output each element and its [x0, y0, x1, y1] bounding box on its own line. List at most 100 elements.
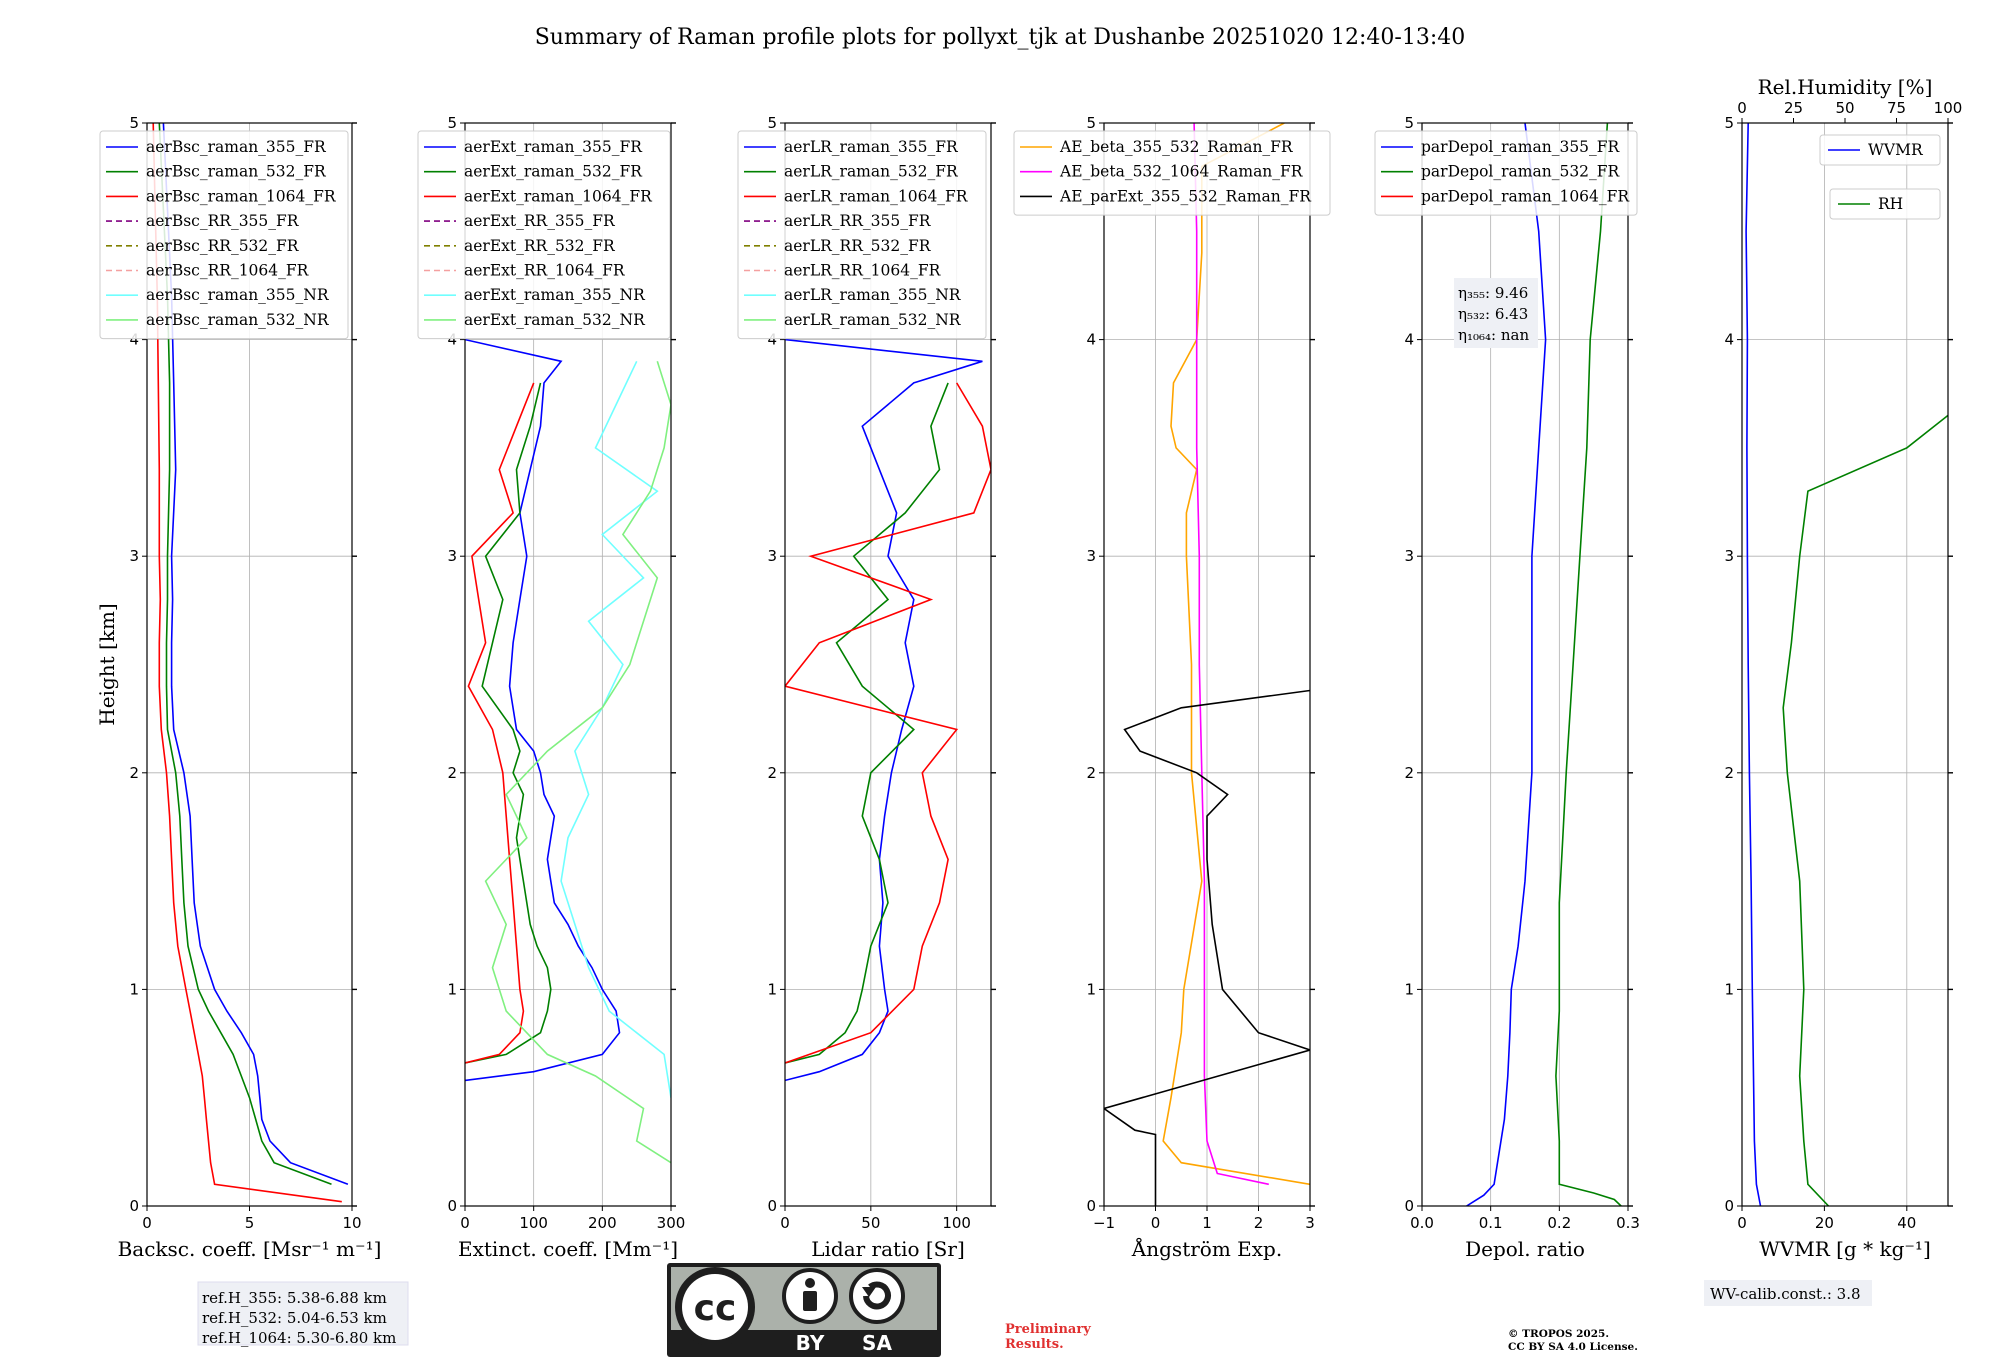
y-tick-label: 0 — [1724, 1197, 1734, 1215]
x-tick-label: 100 — [519, 1214, 548, 1232]
y-tick-label: 0 — [129, 1197, 139, 1215]
legend-label: aerBsc_raman_532_FR — [146, 163, 327, 181]
legend-box — [737, 130, 987, 340]
y-tick-label: 3 — [767, 547, 777, 565]
y-tick-label: 3 — [129, 547, 139, 565]
y-tick-label: 1 — [1404, 980, 1414, 998]
legend-label: aerExt_raman_355_NR — [464, 286, 646, 304]
y-tick-label: 3 — [1404, 547, 1414, 565]
series-line-parDepol_raman_532_FR — [1555, 123, 1622, 1206]
copyright-line-1: © TROPOS 2025. — [1508, 1328, 1609, 1340]
axes-frame — [464, 122, 672, 1207]
y-tick-label: 2 — [767, 764, 777, 782]
x-axis-label: WVMR [g * kg⁻¹] — [1759, 1237, 1931, 1261]
y-axis-label: Height [km] — [95, 603, 119, 725]
x-tick-label: 10 — [342, 1214, 361, 1232]
y-tick-label: 0 — [447, 1197, 457, 1215]
refh-1064: ref.H_1064: 5.30-6.80 km — [202, 1329, 396, 1347]
series-line-aerBsc_raman_1064_FR — [152, 123, 342, 1203]
series-line-aerExt_raman_532_NR — [484, 361, 671, 1164]
x-tick-label: 20 — [1815, 1214, 1834, 1232]
x-axis-label: Depol. ratio — [1465, 1237, 1585, 1261]
legend-box — [99, 130, 349, 340]
legend-label: aerBsc_raman_1064_FR — [146, 187, 337, 205]
axes-frame — [784, 122, 992, 1207]
x-tick-label: 0 — [780, 1214, 790, 1232]
y-tick-label: 2 — [447, 764, 457, 782]
panel-depol: 0.0 0.1 0.2 0.3 0 1 2 3 4 5 Depol. ratio parDepol_r… — [1374, 114, 1640, 1261]
legend-label: aerLR_raman_355_FR — [784, 138, 959, 156]
top-x-tick-label: 0 — [1737, 99, 1747, 117]
top-x-tick-label: 50 — [1835, 99, 1854, 117]
series-line-aerBsc_raman_532_FR — [158, 123, 332, 1186]
y-tick-label: 0 — [1404, 1197, 1414, 1215]
series-line-aerExt_raman_532_FR — [465, 382, 552, 1064]
legend-label: AE_parExt_355_532_Raman_FR — [1059, 187, 1312, 205]
legend-label: aerLR_raman_1064_FR — [784, 187, 969, 205]
y-tick-label: 0 — [767, 1197, 777, 1215]
y-tick-label: 1 — [129, 980, 139, 998]
preliminary-note: Preliminary Results. — [1005, 1322, 1091, 1352]
legend-box — [1374, 130, 1638, 216]
copyright-line-2: CC BY SA 4.0 License. — [1508, 1341, 1638, 1353]
legend-label: parDepol_raman_355_FR — [1421, 138, 1621, 156]
y-tick-label: 1 — [1086, 980, 1096, 998]
y-tick-label: 4 — [447, 331, 457, 349]
preliminary-line-2: Results. — [1005, 1337, 1064, 1352]
panel-lr: 0 50 100 0 1 2 3 4 5 Lidar ratio [Sr] aerLR_raman_… — [737, 114, 996, 1261]
preliminary-line-1: Preliminary — [1005, 1322, 1091, 1337]
y-tick-label: 1 — [1724, 980, 1734, 998]
x-tick-label: 300 — [657, 1214, 686, 1232]
cc-by-label: BY — [796, 1331, 825, 1355]
legend-label: aerBsc_RR_1064_FR — [146, 262, 310, 280]
x-tick-label: 2 — [1254, 1214, 1264, 1232]
legend-box — [417, 130, 671, 340]
y-tick-label: 3 — [447, 547, 457, 565]
refh-355: ref.H_355: 5.38-6.88 km — [202, 1289, 387, 1307]
legend-label: RH — [1878, 195, 1903, 213]
x-tick-label: 50 — [861, 1214, 880, 1232]
wv-calib-note: WV-calib.const.: 3.8 — [1704, 1280, 1872, 1306]
x-axis-label: Extinct. coeff. [Mm⁻¹] — [458, 1237, 678, 1261]
y-tick-label: 5 — [1086, 114, 1096, 132]
y-tick-label: 4 — [1086, 331, 1096, 349]
sa-share-icon — [849, 1268, 905, 1324]
x-tick-label: 0 — [142, 1214, 152, 1232]
x-tick-label: 0.1 — [1479, 1214, 1503, 1232]
panel-bsc: 0 5 10 0 1 2 3 4 5 Backsc. coeff. [Msr⁻¹ m⁻¹] Heig… — [95, 114, 381, 1261]
legend-box — [1819, 134, 1941, 166]
y-tick-label: 4 — [1724, 331, 1734, 349]
legend-label: AE_beta_355_532_Raman_FR — [1059, 138, 1294, 156]
series-line-aerExt_raman_1064_FR — [465, 382, 535, 1064]
legend-label: aerBsc_RR_355_FR — [146, 212, 300, 230]
eta-annotation-line: η₅₃₂: 6.43 — [1458, 305, 1528, 323]
eta-annotation-line: η₁₀₆₄: nan — [1458, 326, 1529, 344]
x-tick-label: 0.0 — [1410, 1214, 1434, 1232]
top-x-tick-label: 100 — [1934, 99, 1963, 117]
series-line-parDepol_raman_355_FR — [1466, 123, 1547, 1206]
legend-label: aerLR_RR_1064_FR — [784, 262, 942, 280]
top-x-tick-label: 25 — [1784, 99, 1803, 117]
series-line-AE_beta_532_1064_Raman_FR — [1193, 123, 1269, 1186]
legend-label: aerBsc_raman_532_NR — [146, 311, 330, 329]
x-tick-label: 0.3 — [1616, 1214, 1640, 1232]
legend-label: aerExt_RR_1064_FR — [464, 262, 626, 280]
legend-label: aerLR_raman_532_FR — [784, 163, 959, 181]
cc-license-badge: cc BY SA — [667, 1263, 941, 1357]
series-line-WVMR — [1745, 123, 1762, 1206]
y-tick-label: 3 — [1724, 547, 1734, 565]
cc-sa-label: SA — [862, 1331, 892, 1355]
y-tick-label: 1 — [447, 980, 457, 998]
legend-label: aerExt_RR_355_FR — [464, 212, 616, 230]
x-tick-label: 1 — [1202, 1214, 1212, 1232]
series-line-AE_beta_355_532_Raman_FR — [1162, 123, 1310, 1186]
legend-label: aerLR_RR_355_FR — [784, 212, 932, 230]
x-tick-label: 3 — [1305, 1214, 1315, 1232]
panel-wv: 0 20 40 0 1 2 3 4 5 WVMR [g * kg⁻¹] 0 25 50 75 100Rel.… — [1724, 75, 1963, 1261]
y-tick-label: 1 — [767, 980, 777, 998]
legend-label: AE_beta_532_1064_Raman_FR — [1059, 163, 1304, 181]
y-tick-label: 4 — [129, 331, 139, 349]
